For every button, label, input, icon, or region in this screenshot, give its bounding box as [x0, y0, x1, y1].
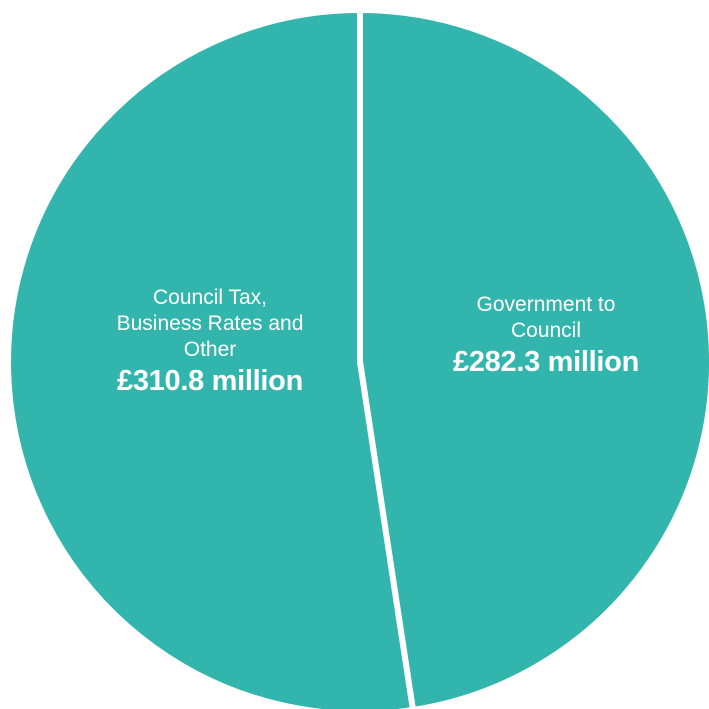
- slice-label-government: Government to Council £282.3 million: [396, 292, 696, 380]
- slice-value-council-tax: £310.8 million: [117, 365, 303, 397]
- slice-council-tax: [5, 6, 416, 709]
- slice-label-council-tax: Council Tax, Business Rates and Other £3…: [50, 285, 370, 399]
- slice-value-government: £282.3 million: [453, 346, 639, 378]
- slice-government: [357, 6, 709, 709]
- slice-name-government: Government to Council: [476, 293, 616, 342]
- slice-name-council-tax: Council Tax, Business Rates and Other: [116, 286, 304, 361]
